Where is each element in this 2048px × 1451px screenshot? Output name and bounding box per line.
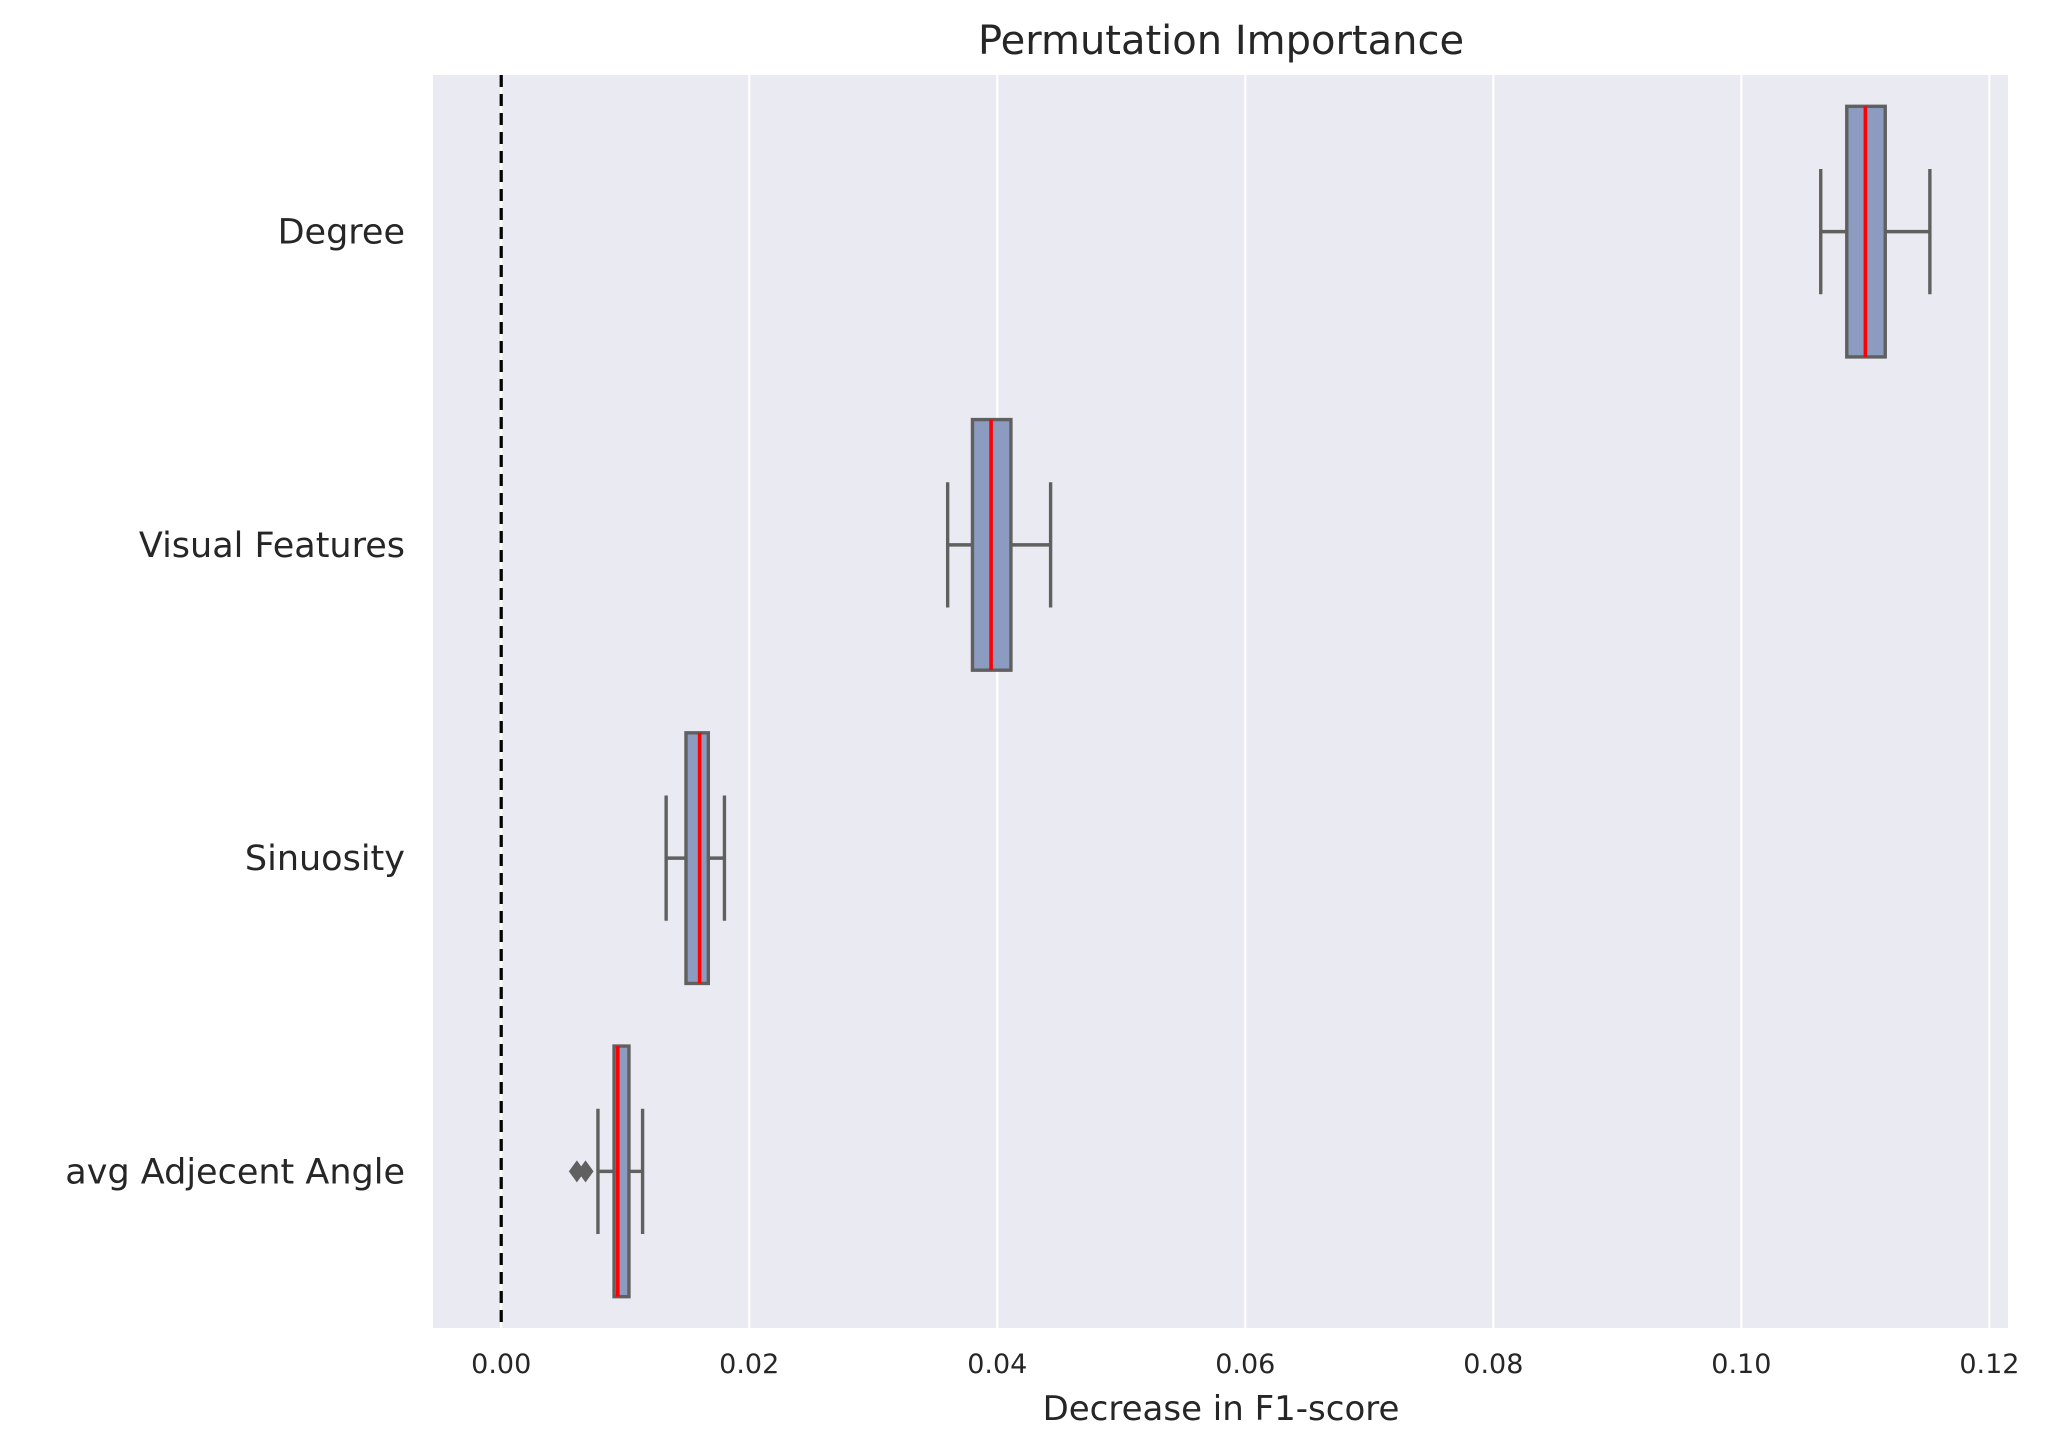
outlier-avg-adjecent-angle-0 [568,1160,585,1183]
x-axis-label: Decrease in F1-score [1043,1389,1400,1429]
x-tick-label-5: 0.10 [1711,1349,1771,1380]
y-tick-label-2: Sinuosity [245,839,405,879]
y-tick-labels: Degree Visual Features Sinuosity avg Adjece… [65,213,405,1193]
boxes [568,104,1932,1299]
y-tick-label-1: Visual Features [139,526,405,566]
box-degree [1819,104,1932,359]
grid-lines [500,75,1991,1328]
x-tick-label-2: 0.04 [967,1349,1027,1380]
iqr-box-sinuosity [684,731,711,986]
outlier-avg-adjecent-angle-1 [577,1160,594,1183]
x-tick-label-0: 0.00 [471,1349,531,1380]
y-tick-label-0: Degree [278,213,405,253]
box-avg-adjecent-angle [568,1044,645,1299]
x-tick-label-1: 0.02 [719,1349,779,1380]
box-sinuosity [664,731,727,986]
x-tick-label-3: 0.06 [1215,1349,1275,1380]
y-tick-label-3: avg Adjecent Angle [65,1152,405,1192]
x-tick-label-4: 0.08 [1463,1349,1523,1380]
chart-title: Permutation Importance [978,18,1464,64]
x-tick-label-6: 0.12 [1959,1349,2019,1380]
plot-background [433,75,2008,1328]
x-tick-labels: 0.00 0.02 0.04 0.06 0.08 0.10 0.12 [471,1349,2019,1380]
box-visual-features [945,417,1053,672]
